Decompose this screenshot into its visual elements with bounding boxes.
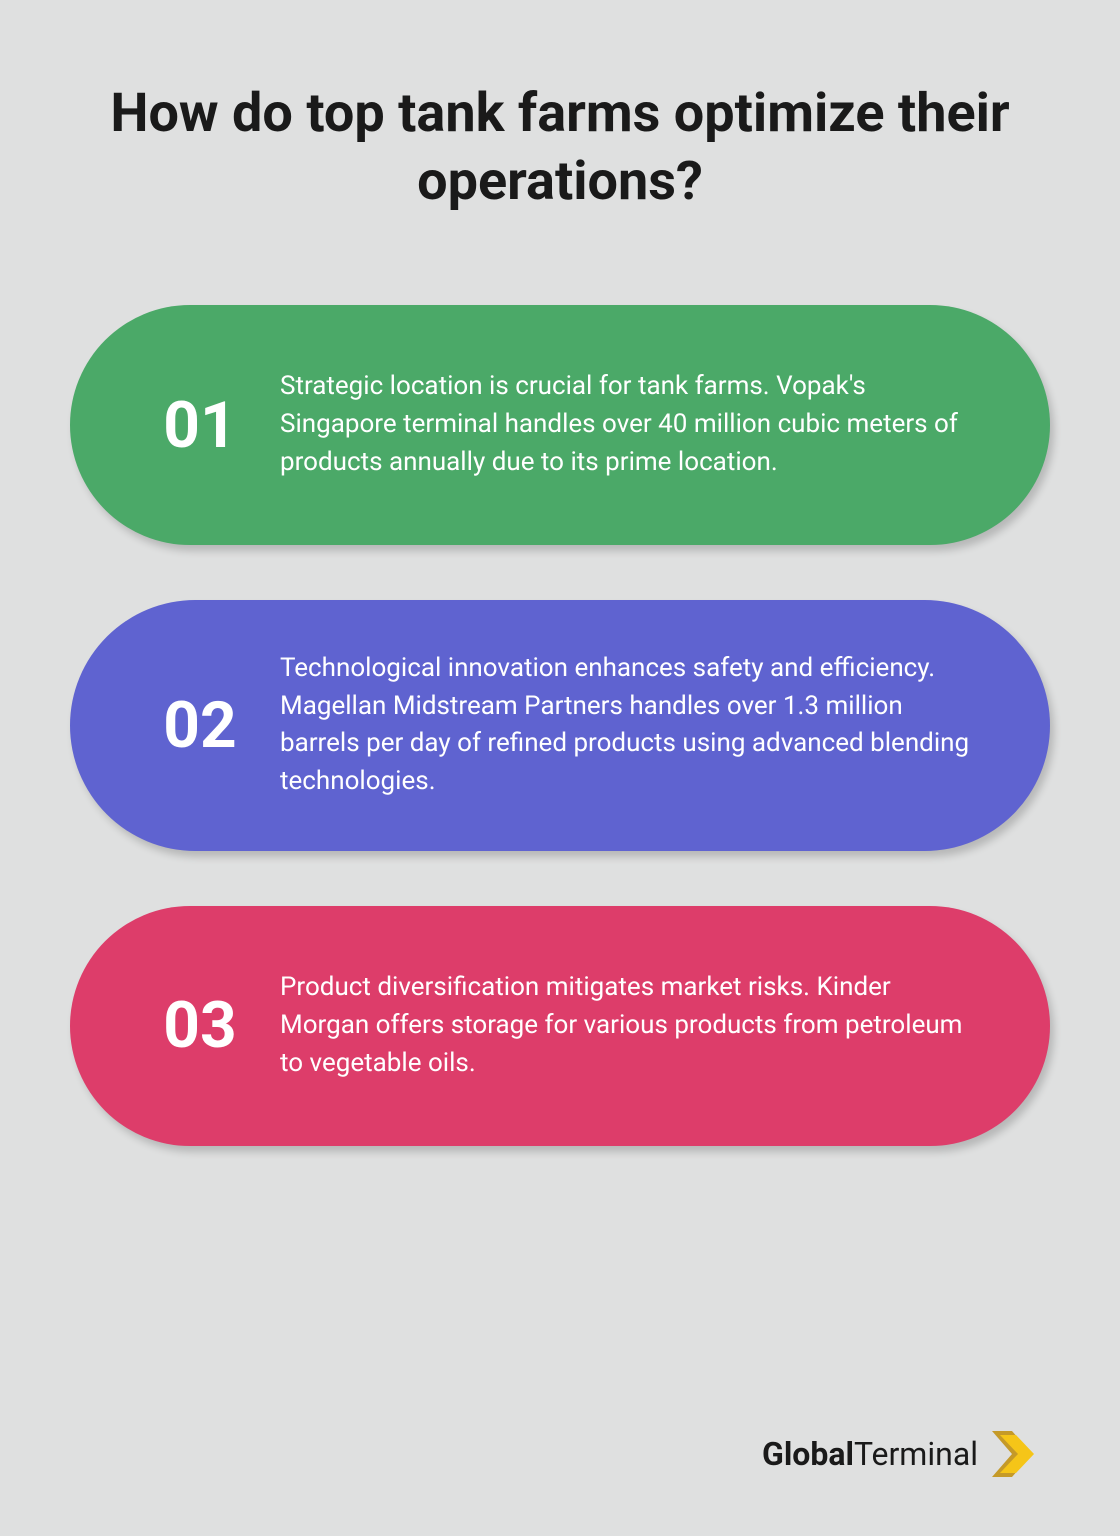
- brand-bold: Global: [762, 1435, 854, 1473]
- pill-text: Strategic location is crucial for tank f…: [270, 368, 970, 481]
- brand-footer: GlobalTerminal: [762, 1427, 1040, 1481]
- chevron-icon: [986, 1427, 1040, 1481]
- pill-text: Technological innovation enhances safety…: [270, 650, 970, 801]
- pill-item-1: 01 Strategic location is crucial for tan…: [70, 305, 1050, 545]
- brand-rest: Terminal: [854, 1435, 978, 1473]
- page-title: How do top tank farms optimize their ope…: [70, 80, 1050, 215]
- pill-number: 02: [130, 688, 270, 763]
- pill-number: 03: [130, 988, 270, 1063]
- pill-item-3: 03 Product diversification mitigates mar…: [70, 906, 1050, 1146]
- brand-name: GlobalTerminal: [762, 1435, 978, 1473]
- pill-number: 01: [130, 388, 270, 463]
- pill-item-2: 02 Technological innovation enhances saf…: [70, 600, 1050, 851]
- pill-text: Product diversification mitigates market…: [270, 969, 970, 1082]
